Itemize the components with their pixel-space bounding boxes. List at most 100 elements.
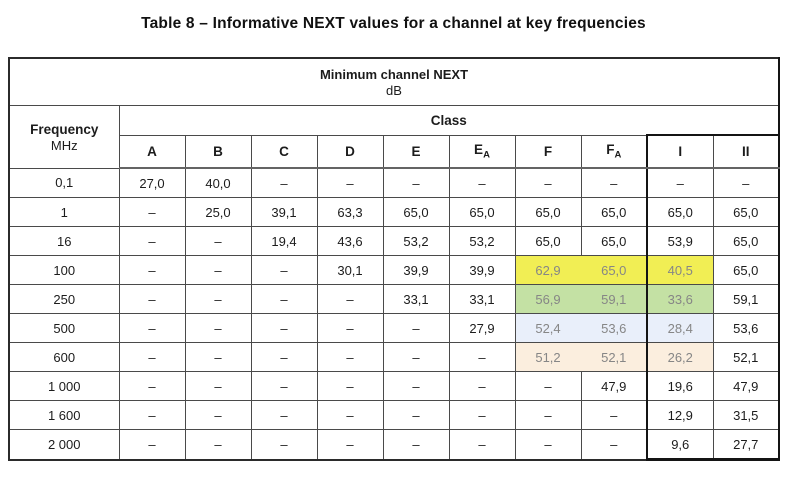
value-cell: 33,1	[448, 284, 516, 314]
frequency-cell: 600	[8, 342, 120, 372]
value-cell: 53,2	[382, 226, 450, 256]
next-values-table: Minimum channel NEXT dB Frequency MHz Cl…	[8, 57, 780, 461]
table-row: 2 000– – – – – – – –9,6 27,7	[8, 429, 780, 461]
value-cell: –	[250, 167, 318, 198]
value-cell: 12,9	[646, 400, 714, 430]
value-cell: 65,0	[580, 197, 648, 227]
value-cell: –	[382, 313, 450, 343]
table-header-title: Minimum channel NEXT	[319, 66, 469, 82]
value-cell: 65,0	[514, 226, 582, 256]
value-cell: 47,9	[580, 371, 648, 401]
column-header-EA: EA	[448, 134, 516, 169]
value-cell: –	[118, 197, 186, 227]
value-cell: 52,4	[514, 313, 582, 343]
value-cell: 53,6	[580, 313, 648, 343]
table-row: 0,1 27,0 40,0– – – – – – – –	[8, 167, 780, 198]
value-cell: –	[118, 342, 186, 372]
column-header-I: I	[646, 134, 714, 169]
column-header-B: B	[184, 134, 252, 169]
value-cell: 65,0	[580, 255, 648, 285]
value-cell: –	[184, 313, 252, 343]
value-cell: 39,1	[250, 197, 318, 227]
table-row: 250– – – –33,1 33,1 56,9 59,1 33,6 59,1	[8, 284, 780, 314]
value-cell: –	[250, 429, 318, 460]
frequency-label: Frequency	[30, 121, 99, 137]
frequency-cell: 1 000	[8, 371, 120, 401]
value-cell: –	[250, 342, 318, 372]
value-cell: –	[184, 342, 252, 372]
value-cell: 26,2	[646, 342, 714, 372]
value-cell: –	[514, 167, 582, 198]
value-cell: –	[448, 342, 516, 372]
value-cell: 65,0	[712, 226, 780, 256]
value-cell: –	[316, 400, 384, 430]
value-cell: –	[118, 226, 186, 256]
value-cell: 40,5	[646, 255, 714, 285]
value-cell: –	[118, 284, 186, 314]
value-cell: 53,2	[448, 226, 516, 256]
table-row: 600– – – – – –51,2 52,1 26,2 52,1	[8, 342, 780, 372]
value-cell: –	[514, 400, 582, 430]
value-cell: –	[316, 284, 384, 314]
value-cell: –	[118, 371, 186, 401]
table-header-unit: dB	[386, 82, 402, 98]
value-cell: –	[712, 167, 780, 198]
table-main-header: Minimum channel NEXT dB	[8, 57, 780, 106]
value-cell: –	[118, 255, 186, 285]
value-cell: –	[448, 429, 516, 460]
value-cell: –	[382, 167, 450, 198]
table-row: 1–25,0 39,1 63,3 65,0 65,0 65,0 65,0 65,0 65,0	[8, 197, 780, 227]
table-body: 0,1 27,0 40,0– – – – – – – –1–25,0 39,1 63,3 65,0 65,…	[8, 167, 780, 461]
value-cell: 31,5	[712, 400, 780, 430]
value-cell: 51,2	[514, 342, 582, 372]
value-cell: –	[118, 400, 186, 430]
frequency-cell: 0,1	[8, 167, 120, 198]
value-cell: –	[580, 167, 648, 198]
value-cell: –	[184, 284, 252, 314]
class-subheader-row: A B C D E EA F FA I II	[9, 134, 780, 169]
value-cell: –	[316, 342, 384, 372]
column-header-C: C	[250, 134, 318, 169]
frequency-cell: 16	[8, 226, 120, 256]
value-cell: 53,6	[712, 313, 780, 343]
value-cell: 19,4	[250, 226, 318, 256]
value-cell: –	[448, 167, 516, 198]
table-row: 500– – – – –27,9 52,4 53,6 28,4 53,6	[8, 313, 780, 343]
value-cell: –	[580, 400, 648, 430]
value-cell: –	[250, 313, 318, 343]
value-cell: 65,0	[448, 197, 516, 227]
table-row: 16– –19,4 43,6 53,2 53,2 65,0 65,0 53,9 65,0	[8, 226, 780, 256]
value-cell: –	[250, 400, 318, 430]
value-cell: 65,0	[646, 197, 714, 227]
value-cell: –	[118, 313, 186, 343]
value-cell: 43,6	[316, 226, 384, 256]
value-cell: 56,9	[514, 284, 582, 314]
value-cell: –	[316, 167, 384, 198]
column-header-F: F	[514, 134, 582, 169]
value-cell: –	[316, 313, 384, 343]
frequency-cell: 1	[8, 197, 120, 227]
frequency-column-header: Frequency MHz	[8, 105, 120, 169]
value-cell: 27,0	[118, 167, 186, 198]
value-cell: 19,6	[646, 371, 714, 401]
value-cell: 63,3	[316, 197, 384, 227]
value-cell: 59,1	[580, 284, 648, 314]
value-cell: –	[184, 429, 252, 460]
class-header-row: Frequency MHz Class	[8, 105, 780, 169]
value-cell: –	[184, 226, 252, 256]
value-cell: 65,0	[382, 197, 450, 227]
value-cell: 9,6	[646, 429, 714, 461]
value-cell: 65,0	[514, 197, 582, 227]
value-cell: 33,6	[646, 284, 714, 314]
value-cell: –	[580, 429, 648, 460]
value-cell: –	[382, 371, 450, 401]
value-cell: 65,0	[712, 255, 780, 285]
value-cell: –	[316, 429, 384, 460]
value-cell: –	[646, 167, 714, 198]
table-row: 100– – –30,1 39,9 39,9 62,9 65,0 40,5 65,0	[8, 255, 780, 285]
frequency-cell: 2 000	[8, 429, 120, 460]
value-cell: –	[184, 400, 252, 430]
value-cell: –	[514, 371, 582, 401]
value-cell: –	[448, 371, 516, 401]
value-cell: 59,1	[712, 284, 780, 314]
